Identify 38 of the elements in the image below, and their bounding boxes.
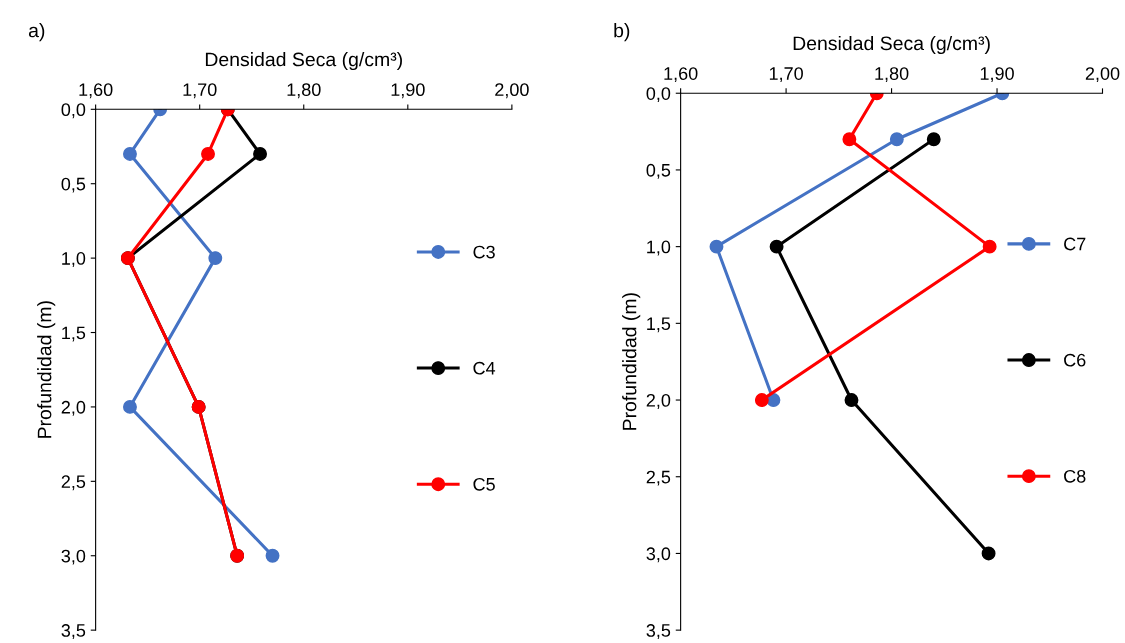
legend-label: C6 xyxy=(1064,353,1086,367)
legend-label: C5 xyxy=(473,477,495,491)
x-tick-label: 1,80 xyxy=(875,67,909,83)
x-tick-label: 1,70 xyxy=(769,67,803,83)
y-tick-label: 2,0 xyxy=(646,393,671,409)
x-tick-label: 1,70 xyxy=(183,83,217,99)
legend-label: C4 xyxy=(473,361,496,375)
text: a) xyxy=(28,23,45,42)
y-tick-label: 0,5 xyxy=(61,177,86,193)
x-tick-label: 2,00 xyxy=(495,83,529,99)
x-tick-label: 2,00 xyxy=(1085,67,1120,83)
y-tick-label: 0,5 xyxy=(646,163,671,179)
y-tick-label: 0,0 xyxy=(61,103,86,119)
x-axis-title: Densidad Seca (g/cm³) xyxy=(205,52,402,71)
legend-label: C3 xyxy=(473,245,495,259)
y-axis-title: Profundidad (m) xyxy=(37,301,56,438)
x-tick-label: 1,90 xyxy=(980,67,1014,83)
y-tick-label: 3,5 xyxy=(61,624,86,639)
y-tick-label: 3,0 xyxy=(646,547,671,563)
y-tick-label: 1,0 xyxy=(647,240,671,256)
y-tick-label: 0,0 xyxy=(646,87,671,103)
legend-label: C7 xyxy=(1064,237,1086,251)
x-tick-label: 1,60 xyxy=(79,83,113,99)
y-tick-label: 1,0 xyxy=(62,252,86,267)
y-tick-label: 2,0 xyxy=(61,400,86,416)
text: b) xyxy=(614,23,630,42)
y-tick-label: 3,0 xyxy=(61,549,86,565)
x-tick-label: 1,80 xyxy=(287,83,321,99)
x-tick-label: 1,60 xyxy=(664,67,698,83)
y-tick-label: 1,5 xyxy=(62,326,86,342)
y-tick-label: 2,5 xyxy=(646,470,671,486)
y-tick-label: 1,5 xyxy=(647,317,671,333)
legend-label: C8 xyxy=(1064,469,1086,483)
y-tick-label: 2,5 xyxy=(61,475,86,491)
y-tick-label: 3,5 xyxy=(646,624,671,639)
x-tick-label: 1,90 xyxy=(391,83,425,99)
y-axis-title: Profundidad (m) xyxy=(622,293,641,430)
x-axis-title: Densidad Seca (g/cm³) xyxy=(793,35,990,55)
